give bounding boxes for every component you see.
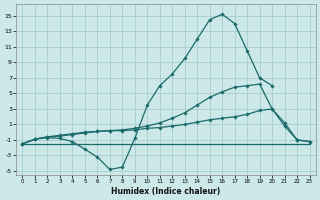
X-axis label: Humidex (Indice chaleur): Humidex (Indice chaleur) bbox=[111, 187, 221, 196]
